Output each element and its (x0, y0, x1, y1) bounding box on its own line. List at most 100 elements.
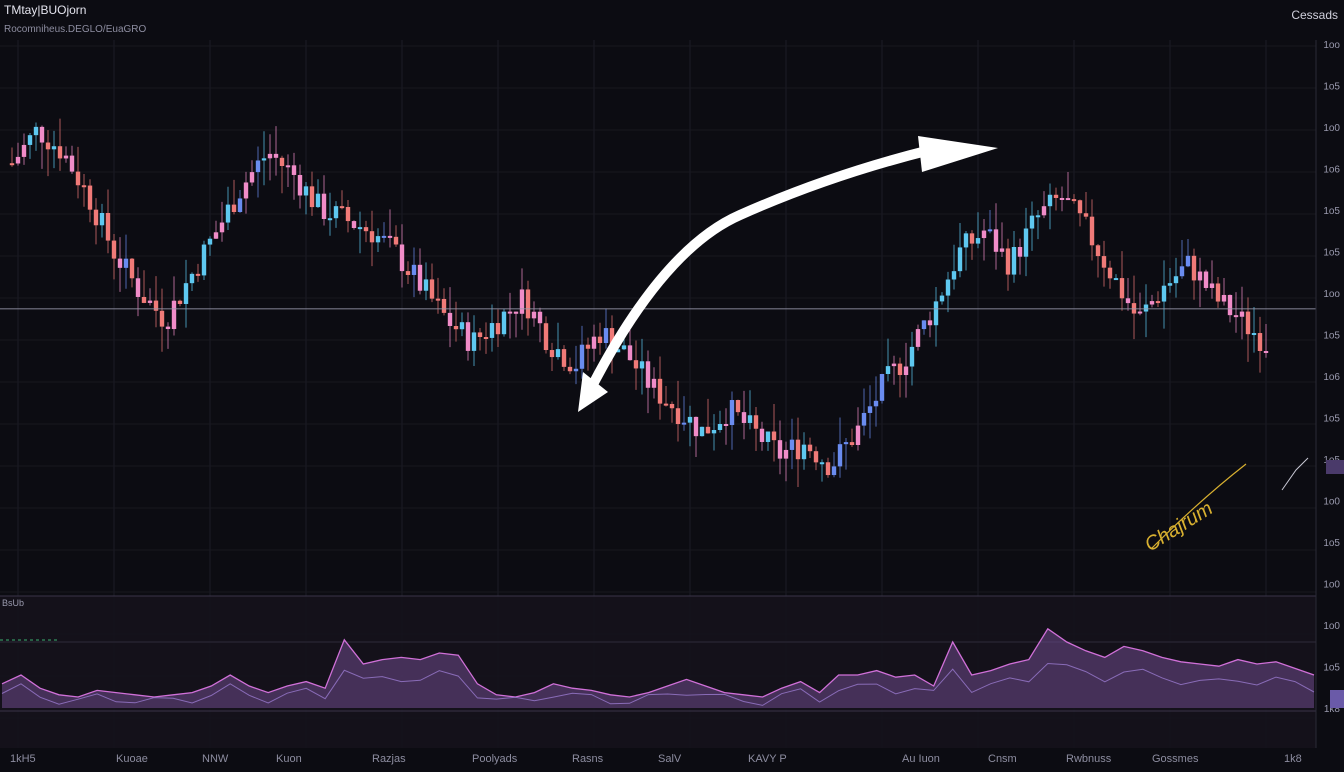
candle-body (729, 400, 735, 426)
candle-body (573, 368, 579, 372)
candle-body (1077, 200, 1083, 214)
candle-body (381, 235, 387, 238)
candle-body (1119, 278, 1125, 299)
annotation-text: Chajrum (1141, 498, 1217, 557)
candle-body (645, 361, 651, 388)
candle-body (519, 289, 525, 314)
candle-body (45, 142, 51, 150)
arrow-head-left (578, 372, 608, 412)
candle-body (897, 363, 903, 376)
candle-body (669, 403, 675, 409)
candle-body (1041, 206, 1047, 216)
candle-body (147, 300, 153, 303)
arrow-shaft (580, 145, 935, 405)
candle-body (1245, 311, 1251, 335)
candle-body (741, 412, 747, 423)
candle-body (483, 337, 489, 340)
y-tick-label: 1o5 (1323, 663, 1340, 674)
candle-body (1011, 246, 1017, 275)
candle-body (249, 172, 255, 183)
candle-body (1251, 333, 1257, 336)
candle-body (753, 415, 759, 429)
candle-body (189, 273, 195, 284)
candle-body (945, 279, 951, 296)
y-tick-label: 1o5 (1323, 206, 1340, 217)
candle-body (579, 344, 585, 369)
candle-body (477, 332, 483, 338)
candle-body (999, 248, 1005, 252)
candle-body (87, 185, 93, 210)
candle-body (663, 403, 669, 406)
annotation-group: Chajrum (1141, 457, 1309, 557)
x-tick-label: SalV (658, 753, 682, 765)
candle-body (303, 186, 309, 196)
y-tick-label: 1o0 (1323, 580, 1340, 591)
candle-body (93, 209, 99, 226)
candle-body (537, 311, 543, 324)
x-tick-label: Rwbnuss (1066, 753, 1112, 765)
candle-body (699, 426, 705, 437)
candle-body (651, 378, 657, 388)
candle-body (1005, 248, 1011, 275)
candle-body (855, 425, 861, 446)
candle-body (447, 312, 453, 326)
candle-body (465, 322, 471, 351)
candle-body (177, 300, 183, 304)
y-tick-label: 1oo (1323, 289, 1340, 300)
symbol-selector[interactable]: Cessads (1291, 8, 1338, 22)
candle-body (885, 366, 891, 375)
candle-body (603, 328, 609, 344)
candle-body (195, 273, 201, 276)
candle-body (969, 233, 975, 244)
candle-body (591, 336, 597, 349)
candle-body (1023, 228, 1029, 257)
candle-body (489, 323, 495, 338)
candle-body (615, 349, 621, 353)
candle-body (315, 193, 321, 208)
x-tick-label: NNW (202, 753, 229, 765)
candle-body (585, 344, 591, 349)
candle-body (639, 361, 645, 369)
candle-body (105, 212, 111, 241)
candle-body (1191, 255, 1197, 281)
candle-body (363, 227, 369, 232)
candle-body (813, 451, 819, 463)
candle-body (1227, 294, 1233, 316)
candle-body (1053, 194, 1059, 198)
candle-body (285, 165, 291, 168)
candle-body (165, 326, 171, 330)
candle-body (15, 156, 21, 164)
candle-body (681, 422, 687, 425)
arrow-head-right (918, 136, 998, 172)
candle-body (261, 158, 267, 161)
candle-body (915, 329, 921, 347)
y-tick-label: 1o0 (1323, 621, 1340, 632)
candle-body (327, 218, 333, 221)
candle-body (993, 229, 999, 252)
candle-body (471, 332, 477, 351)
x-tick-label: Cnsm (988, 753, 1017, 765)
candle-body (1149, 301, 1155, 305)
candle-body (1239, 311, 1245, 317)
y-tick-label: 1o5 (1323, 248, 1340, 259)
candle-body (387, 235, 393, 238)
candle-body (231, 204, 237, 213)
candles-group (9, 118, 1269, 487)
candle-body (1215, 283, 1221, 302)
candle-body (171, 300, 177, 330)
candle-body (1179, 266, 1185, 277)
candle-body (435, 298, 441, 301)
candle-body (795, 439, 801, 460)
annotation-stroke (1151, 463, 1247, 549)
candle-body (879, 374, 885, 401)
candle-body (225, 204, 231, 223)
candle-body (963, 233, 969, 248)
candle-body (201, 244, 207, 276)
candle-body (111, 240, 117, 259)
indicator-label: BsUb (2, 598, 25, 608)
y-tick-label: 1o6 (1323, 372, 1340, 383)
candle-body (51, 146, 57, 150)
candle-body (1065, 198, 1071, 201)
candle-body (219, 222, 225, 233)
